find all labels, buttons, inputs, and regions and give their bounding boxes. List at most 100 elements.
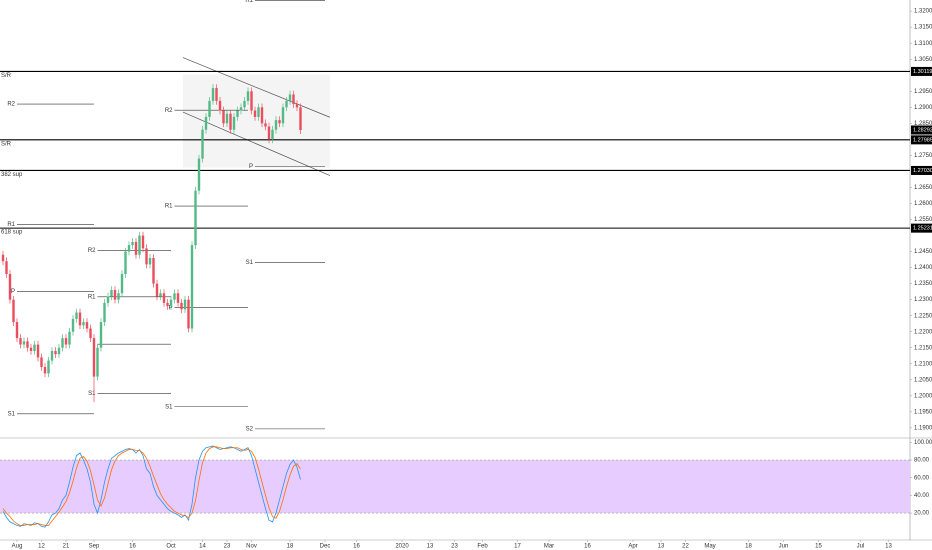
pivot-label: R1 <box>88 294 96 300</box>
candle-body <box>194 190 197 246</box>
candle-body <box>124 251 127 275</box>
y-tick-label: 1.23500 <box>914 281 932 287</box>
channel-box <box>182 74 330 168</box>
candle-body <box>243 100 246 108</box>
candle-body <box>22 341 26 345</box>
candle-body <box>29 347 33 351</box>
x-tick-label: Oct <box>166 544 176 550</box>
candle-body <box>68 331 71 345</box>
pivot-label: R2 <box>88 248 96 254</box>
candle-body <box>159 293 162 297</box>
candle-body <box>138 235 141 255</box>
candle-body <box>127 245 131 252</box>
candle-body <box>26 341 29 348</box>
y-tick-label: 1.30500 <box>914 57 932 63</box>
candle-body <box>246 91 250 101</box>
candle-body <box>166 302 169 307</box>
candle-body <box>50 350 54 361</box>
candle-body <box>64 338 68 345</box>
candle-body <box>106 296 110 303</box>
candle-body <box>15 322 19 339</box>
x-tick-label: 16 <box>353 544 360 550</box>
x-tick-label: Feb <box>477 544 488 550</box>
candle-body <box>260 107 264 124</box>
level-label: 382 sup <box>1 172 23 178</box>
x-tick-label: 16 <box>584 544 591 550</box>
pivot-label: R1 <box>165 204 173 210</box>
y-tick-label: 1.22500 <box>914 313 932 319</box>
x-tick-label: 13 <box>658 544 665 550</box>
candle-body <box>61 338 64 348</box>
x-tick-label: 21 <box>63 544 70 550</box>
candle-body <box>208 100 211 117</box>
pivot-label: R2 <box>165 108 173 114</box>
price-badge <box>911 165 932 175</box>
x-tick-label: May <box>704 544 715 550</box>
candle-body <box>239 107 243 111</box>
pivot-label: R1 <box>245 0 253 4</box>
oscillator-line <box>2 445 301 528</box>
osc-tick-label: 40.00 <box>914 493 930 499</box>
osc-tick-label: 20.00 <box>914 511 930 517</box>
pivot-label: S1 <box>165 404 173 410</box>
candle-body <box>82 322 85 326</box>
candle-body <box>92 338 96 377</box>
candle-body <box>187 299 190 329</box>
x-tick-label: 14 <box>199 544 206 550</box>
channel-line <box>182 57 331 118</box>
y-tick-label: 1.20000 <box>914 393 932 399</box>
candle-body <box>288 94 292 101</box>
x-tick-label: 18 <box>287 544 294 550</box>
y-tick-label: 1.21000 <box>914 361 932 367</box>
candle-body <box>78 312 82 326</box>
y-tick-label: 1.22000 <box>914 329 932 335</box>
y-tick-label: 1.31500 <box>914 25 932 31</box>
candle-body <box>278 120 281 124</box>
channel-line <box>182 111 331 176</box>
x-tick-label: 16 <box>129 544 136 550</box>
candle-body <box>271 129 274 140</box>
y-tick-label: 1.25500 <box>914 217 932 223</box>
candle-body <box>75 312 78 319</box>
candle-body <box>257 107 260 117</box>
candle-body <box>103 302 106 323</box>
x-tick-label: 15 <box>815 544 822 550</box>
candle-body <box>250 91 253 111</box>
candle-body <box>183 299 187 310</box>
x-tick-label: 23 <box>224 544 231 550</box>
x-tick-label: 23 <box>451 544 458 550</box>
candle-body <box>89 328 92 339</box>
candle-body <box>19 338 22 345</box>
candle-body <box>40 357 43 367</box>
osc-tick-label: 60.00 <box>914 475 930 481</box>
pivot-label: P <box>11 289 15 295</box>
candle-body <box>71 318 75 332</box>
pivot-label: R1 <box>7 222 15 228</box>
pivot-label: S1 <box>8 411 16 417</box>
candle-body <box>176 293 180 303</box>
y-tick-label: 1.26000 <box>914 201 932 207</box>
price-badge-label: 1.30119 <box>913 69 932 75</box>
candle-body <box>204 116 208 130</box>
level-label: 618 sup <box>1 230 23 236</box>
x-tick-label: 12 <box>38 544 45 550</box>
candle-body <box>232 116 236 130</box>
candle-body <box>211 88 215 101</box>
x-tick-label: Sep <box>89 544 100 550</box>
pivot-label: P <box>168 305 172 311</box>
pivot-label: S1 <box>88 391 96 397</box>
y-tick-label: 1.26500 <box>914 185 932 191</box>
candle-body <box>117 293 120 300</box>
y-tick-label: 1.29500 <box>914 89 932 95</box>
candle-body <box>169 299 173 307</box>
candle-body <box>113 290 117 300</box>
y-tick-label: 1.32000 <box>914 9 932 15</box>
x-tick-label: 13 <box>885 544 892 550</box>
price-badge <box>911 66 932 76</box>
x-tick-label: Nov <box>246 544 257 550</box>
candle-body <box>267 126 271 140</box>
candle-body <box>5 261 8 275</box>
candle-body <box>96 347 99 377</box>
level-label: S/R <box>1 73 12 79</box>
pivot-label: R2 <box>7 102 15 108</box>
